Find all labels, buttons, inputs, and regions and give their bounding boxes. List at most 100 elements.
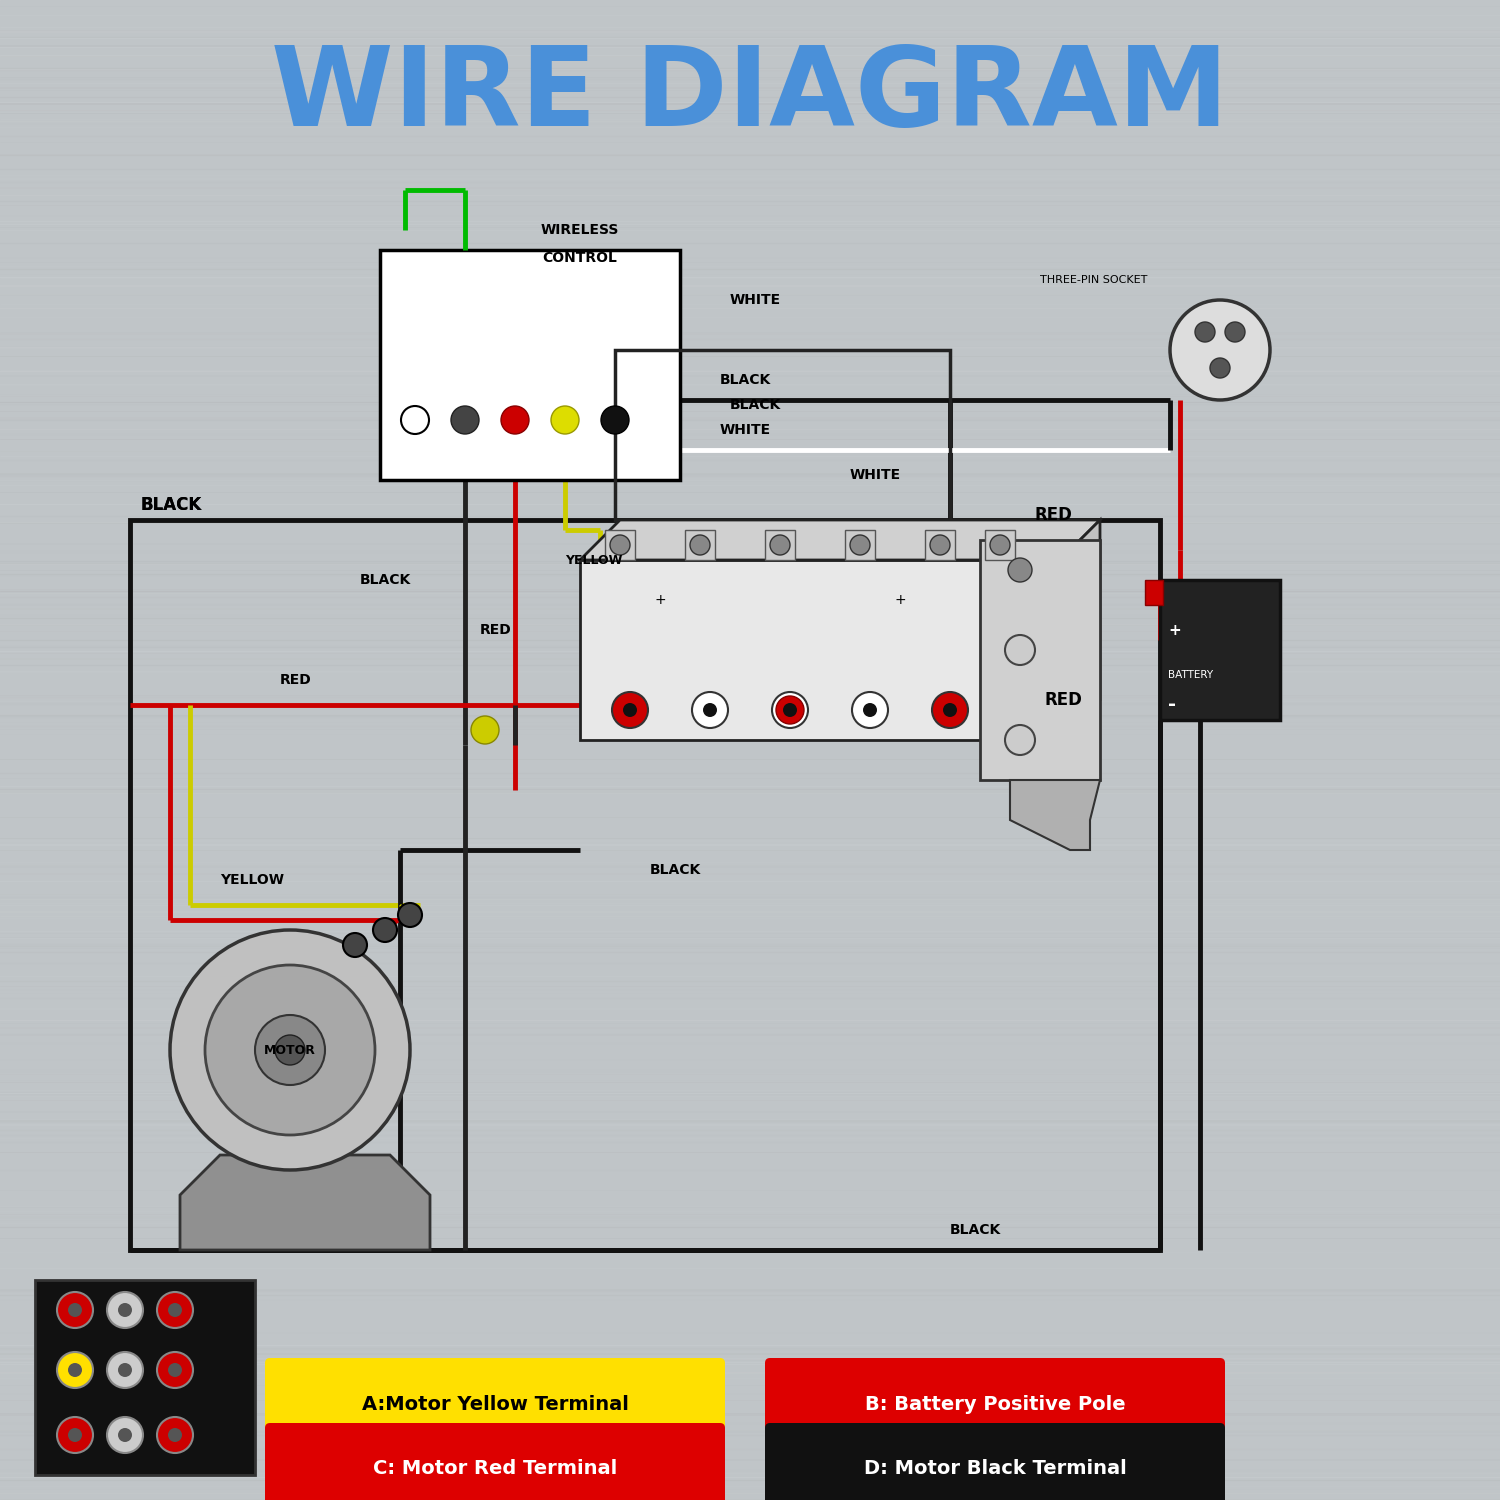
Bar bbox=[765, 530, 795, 560]
Circle shape bbox=[862, 704, 877, 717]
Text: RED: RED bbox=[280, 674, 312, 687]
Circle shape bbox=[68, 1364, 82, 1377]
Text: +: + bbox=[1168, 622, 1180, 638]
Bar bbox=[844, 530, 874, 560]
Circle shape bbox=[170, 930, 410, 1170]
Text: BLACK: BLACK bbox=[140, 496, 201, 514]
FancyBboxPatch shape bbox=[266, 1358, 724, 1450]
Bar bbox=[1144, 580, 1162, 604]
Text: WHITE: WHITE bbox=[850, 468, 901, 482]
Text: RED: RED bbox=[480, 622, 512, 638]
Circle shape bbox=[550, 406, 579, 433]
Circle shape bbox=[1210, 358, 1230, 378]
Circle shape bbox=[400, 406, 429, 433]
Bar bbox=[615, 350, 950, 520]
Polygon shape bbox=[1060, 520, 1100, 740]
Circle shape bbox=[1196, 322, 1215, 342]
Bar bbox=[130, 520, 1160, 1250]
Text: BLACK: BLACK bbox=[650, 862, 700, 877]
Circle shape bbox=[57, 1352, 93, 1388]
Circle shape bbox=[106, 1352, 142, 1388]
Bar bbox=[580, 560, 1060, 740]
Circle shape bbox=[118, 1428, 132, 1442]
Circle shape bbox=[930, 536, 950, 555]
Text: YELLOW: YELLOW bbox=[566, 554, 622, 567]
Circle shape bbox=[1008, 558, 1032, 582]
Circle shape bbox=[932, 692, 968, 728]
Polygon shape bbox=[180, 1155, 430, 1250]
Text: A:Motor Yellow Terminal: A:Motor Yellow Terminal bbox=[362, 1395, 628, 1413]
Bar bbox=[380, 251, 680, 480]
FancyBboxPatch shape bbox=[765, 1358, 1226, 1450]
Text: CONTROL: CONTROL bbox=[543, 251, 618, 266]
Circle shape bbox=[501, 406, 530, 433]
Circle shape bbox=[68, 1428, 82, 1442]
Circle shape bbox=[850, 536, 870, 555]
Circle shape bbox=[168, 1364, 182, 1377]
Circle shape bbox=[118, 1364, 132, 1377]
Circle shape bbox=[158, 1352, 194, 1388]
Circle shape bbox=[398, 903, 422, 927]
Circle shape bbox=[1005, 634, 1035, 664]
Bar bbox=[1160, 580, 1280, 720]
Bar bbox=[34, 1280, 255, 1474]
Polygon shape bbox=[580, 520, 1100, 560]
Circle shape bbox=[274, 1035, 304, 1065]
Text: THREE-PIN SOCKET: THREE-PIN SOCKET bbox=[1040, 274, 1148, 285]
Circle shape bbox=[990, 536, 1010, 555]
Circle shape bbox=[158, 1418, 194, 1454]
Circle shape bbox=[118, 1304, 132, 1317]
Circle shape bbox=[68, 1304, 82, 1317]
Text: -: - bbox=[1168, 696, 1176, 714]
Text: C: Motor Red Terminal: C: Motor Red Terminal bbox=[374, 1460, 616, 1479]
FancyBboxPatch shape bbox=[765, 1424, 1226, 1500]
Text: WIRE DIAGRAM: WIRE DIAGRAM bbox=[272, 42, 1228, 148]
Bar bbox=[986, 530, 1016, 560]
Text: YELLOW: YELLOW bbox=[220, 873, 284, 886]
Circle shape bbox=[944, 704, 957, 717]
Circle shape bbox=[776, 696, 804, 724]
Circle shape bbox=[255, 1016, 326, 1084]
Bar bbox=[686, 530, 716, 560]
Text: B: Battery Positive Pole: B: Battery Positive Pole bbox=[864, 1395, 1125, 1413]
Text: RED: RED bbox=[1046, 692, 1083, 709]
Circle shape bbox=[852, 692, 888, 728]
Circle shape bbox=[692, 692, 728, 728]
Text: BLACK: BLACK bbox=[720, 374, 771, 387]
Text: BLACK: BLACK bbox=[360, 573, 411, 586]
Circle shape bbox=[622, 704, 638, 717]
Text: BLACK: BLACK bbox=[730, 398, 782, 412]
Circle shape bbox=[770, 536, 790, 555]
Bar bbox=[926, 530, 956, 560]
Circle shape bbox=[57, 1418, 93, 1454]
Circle shape bbox=[772, 692, 808, 728]
Bar bbox=[604, 530, 634, 560]
Circle shape bbox=[344, 933, 368, 957]
Circle shape bbox=[57, 1292, 93, 1328]
Circle shape bbox=[452, 406, 478, 433]
Circle shape bbox=[206, 964, 375, 1136]
Text: WHITE: WHITE bbox=[730, 292, 782, 308]
Text: D: Motor Black Terminal: D: Motor Black Terminal bbox=[864, 1460, 1126, 1479]
Text: BLACK: BLACK bbox=[950, 1222, 1002, 1238]
Circle shape bbox=[612, 692, 648, 728]
Text: +: + bbox=[654, 592, 666, 608]
Circle shape bbox=[374, 918, 398, 942]
Circle shape bbox=[704, 704, 717, 717]
Circle shape bbox=[158, 1292, 194, 1328]
Polygon shape bbox=[1010, 780, 1100, 850]
Circle shape bbox=[783, 704, 796, 717]
Text: WIRELESS: WIRELESS bbox=[542, 224, 620, 237]
Text: WHITE: WHITE bbox=[720, 423, 771, 436]
Circle shape bbox=[106, 1418, 142, 1454]
Circle shape bbox=[690, 536, 709, 555]
Circle shape bbox=[168, 1304, 182, 1317]
Text: MOTOR: MOTOR bbox=[264, 1044, 316, 1056]
Bar bbox=[980, 540, 1100, 780]
Circle shape bbox=[1170, 300, 1270, 400]
Text: +: + bbox=[894, 592, 906, 608]
Text: BLACK: BLACK bbox=[140, 496, 201, 514]
Circle shape bbox=[610, 536, 630, 555]
FancyBboxPatch shape bbox=[266, 1424, 724, 1500]
Text: BATTERY: BATTERY bbox=[1168, 670, 1214, 680]
